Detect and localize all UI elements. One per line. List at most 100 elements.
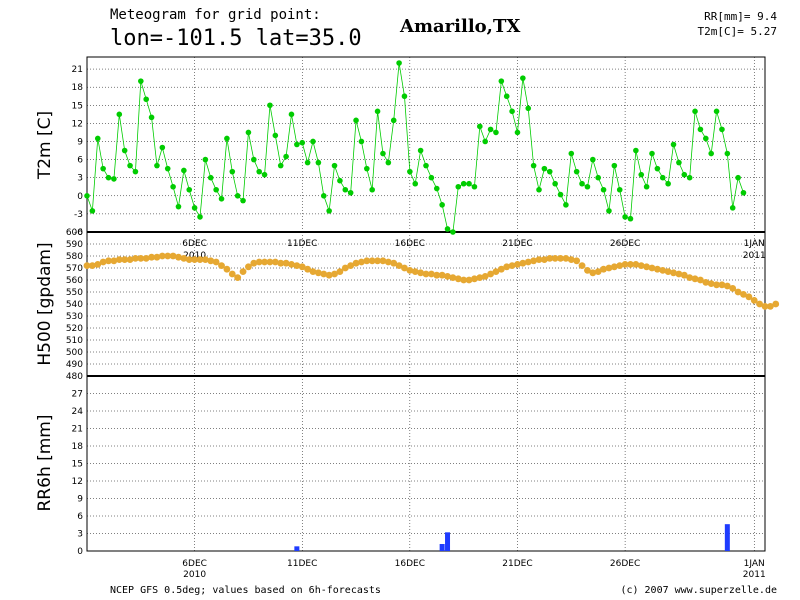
- h500-data-point: [180, 255, 188, 262]
- h500-data-point: [137, 255, 145, 262]
- h500-data-point: [255, 258, 263, 266]
- h500-data-point: [487, 270, 494, 278]
- t2m-data-point: [665, 180, 671, 187]
- h500-data-point: [298, 263, 306, 271]
- t2m-data-point: [417, 147, 424, 154]
- h500-data-point: [271, 258, 279, 266]
- t2m-data-point: [735, 174, 741, 181]
- h500-data-point: [347, 262, 355, 269]
- h500-data-point: [643, 263, 651, 271]
- h500-data-point: [417, 269, 425, 277]
- h500-data-point: [282, 259, 290, 267]
- h500-data-point: [632, 261, 640, 268]
- h500-data-point: [261, 258, 268, 266]
- y-tick-label: 600: [66, 228, 83, 238]
- h500-data-point: [126, 256, 134, 263]
- location-name: Amarillo,TX: [399, 16, 520, 37]
- t2m-data-point: [697, 126, 704, 133]
- x-tick-label: 16DEC: [395, 559, 425, 569]
- h500-data-point: [637, 262, 645, 269]
- h500-data-point: [352, 259, 360, 267]
- y-tick-label: 490: [66, 360, 83, 370]
- y-tick-label: 18: [72, 442, 84, 452]
- t2m-data-point: [197, 214, 203, 220]
- t2m-data-point: [616, 186, 623, 193]
- t2m-data-point: [320, 192, 327, 199]
- t2m-data-point: [471, 183, 478, 190]
- t2m-data-point: [127, 162, 133, 169]
- h500-data-point: [331, 270, 338, 278]
- h500-data-point: [239, 268, 247, 275]
- footer-source: NCEP GFS 0.5deg; values based on 6h-fore…: [110, 585, 381, 596]
- grid-lines: -6 -3 0 3 6 9 12 15 18 21 480 490 500 510 520 530 540 550…: [66, 57, 766, 580]
- t2m-data-point: [229, 168, 236, 175]
- x-tick-label: 1JAN: [744, 559, 765, 569]
- t2m-data-point: [546, 168, 553, 175]
- t2m-data-point: [347, 189, 354, 196]
- t2m-data-point: [692, 108, 698, 115]
- h500-panel: [83, 252, 780, 310]
- t2m-data-point: [143, 96, 149, 103]
- t2m-data-point: [676, 159, 682, 166]
- h500-data-point: [411, 268, 419, 275]
- t2m-data-point: [132, 168, 139, 175]
- t2m-data-point: [272, 132, 279, 139]
- y-tick-label: 24: [72, 407, 84, 417]
- t2m-data-point: [267, 102, 273, 109]
- t2m-data-point: [681, 171, 688, 178]
- t2m-data-point: [94, 135, 101, 142]
- h500-data-point: [594, 268, 602, 275]
- h500-data-point: [228, 270, 236, 278]
- h500-data-point: [562, 255, 570, 262]
- h500-data-point: [465, 276, 473, 284]
- t2m-data-point: [659, 174, 666, 181]
- t2m-data-point: [584, 183, 591, 190]
- h500-data-point: [158, 252, 166, 260]
- h500-data-point: [320, 270, 328, 278]
- t2m-data-point: [477, 123, 483, 130]
- t2m-data-point: [154, 162, 160, 169]
- y-tick-label: 18: [72, 83, 84, 93]
- t2m-data-point: [337, 177, 343, 184]
- t2m-data-point: [100, 165, 106, 172]
- y-tick-label: 550: [66, 288, 83, 298]
- t2m-data-point: [396, 60, 402, 66]
- h500-data-point: [460, 276, 468, 284]
- t2m-data-point: [240, 197, 246, 204]
- t2m-data-point: [170, 183, 176, 190]
- h500-data-point: [653, 265, 661, 273]
- rr6h-panel: [294, 524, 730, 551]
- h500-data-point: [454, 275, 462, 283]
- h500-data-point: [664, 268, 672, 275]
- h500-data-point: [546, 255, 554, 262]
- t2m-data-point: [428, 174, 435, 181]
- h500-data-point: [99, 258, 107, 266]
- t2m-data-point: [595, 174, 601, 181]
- t2m-data-point: [299, 139, 306, 146]
- h500-data-point: [207, 257, 215, 265]
- y-tick-label: 6: [77, 156, 83, 166]
- h500-data-point: [293, 262, 301, 269]
- t2m-data-point: [116, 111, 123, 118]
- h500-data-point: [535, 256, 543, 263]
- y-tick-label: 6: [77, 512, 83, 522]
- t2m-data-point: [493, 129, 499, 136]
- y-tick-label: 9: [77, 495, 83, 505]
- t2m-axis-label: T2m [C]: [35, 111, 55, 180]
- t2m-data-point: [622, 214, 628, 220]
- t2m-data-point: [202, 156, 209, 163]
- h500-data-point: [766, 303, 774, 310]
- t2m-data-point: [181, 167, 187, 174]
- rr6h-bar: [724, 524, 730, 551]
- t2m-data-point: [401, 93, 408, 100]
- t2m-data-point: [390, 117, 397, 124]
- t2m-data-point: [364, 165, 370, 172]
- t2m-data-point: [713, 108, 720, 115]
- t2m-data-point: [455, 183, 462, 190]
- t2m-data-point: [385, 159, 392, 166]
- h500-data-point: [514, 261, 521, 268]
- h500-data-point: [234, 274, 242, 281]
- t2m-data-point: [294, 141, 300, 148]
- t2m-data-point: [606, 208, 612, 214]
- t2m-data-point: [89, 208, 96, 214]
